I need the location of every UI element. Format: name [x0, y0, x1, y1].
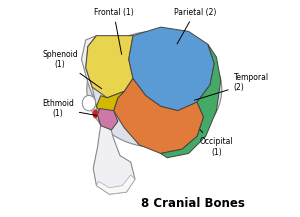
Polygon shape: [96, 175, 135, 194]
Text: Sphenoid
(1): Sphenoid (1): [42, 49, 102, 89]
Ellipse shape: [93, 109, 98, 118]
Polygon shape: [81, 36, 135, 194]
Text: Temporal
(2): Temporal (2): [194, 73, 269, 100]
Text: Parietal (2): Parietal (2): [174, 8, 216, 44]
Text: Ethmoid
(1): Ethmoid (1): [42, 99, 97, 118]
Polygon shape: [86, 36, 133, 98]
Polygon shape: [98, 108, 118, 130]
Text: 8 Cranial Bones: 8 Cranial Bones: [141, 197, 245, 210]
Polygon shape: [161, 44, 221, 158]
Text: Frontal (1): Frontal (1): [94, 8, 134, 54]
Polygon shape: [129, 27, 214, 111]
Ellipse shape: [87, 31, 222, 147]
Polygon shape: [96, 91, 124, 117]
Text: Occipital
(1): Occipital (1): [200, 130, 233, 157]
Polygon shape: [114, 79, 204, 153]
Ellipse shape: [82, 95, 96, 111]
